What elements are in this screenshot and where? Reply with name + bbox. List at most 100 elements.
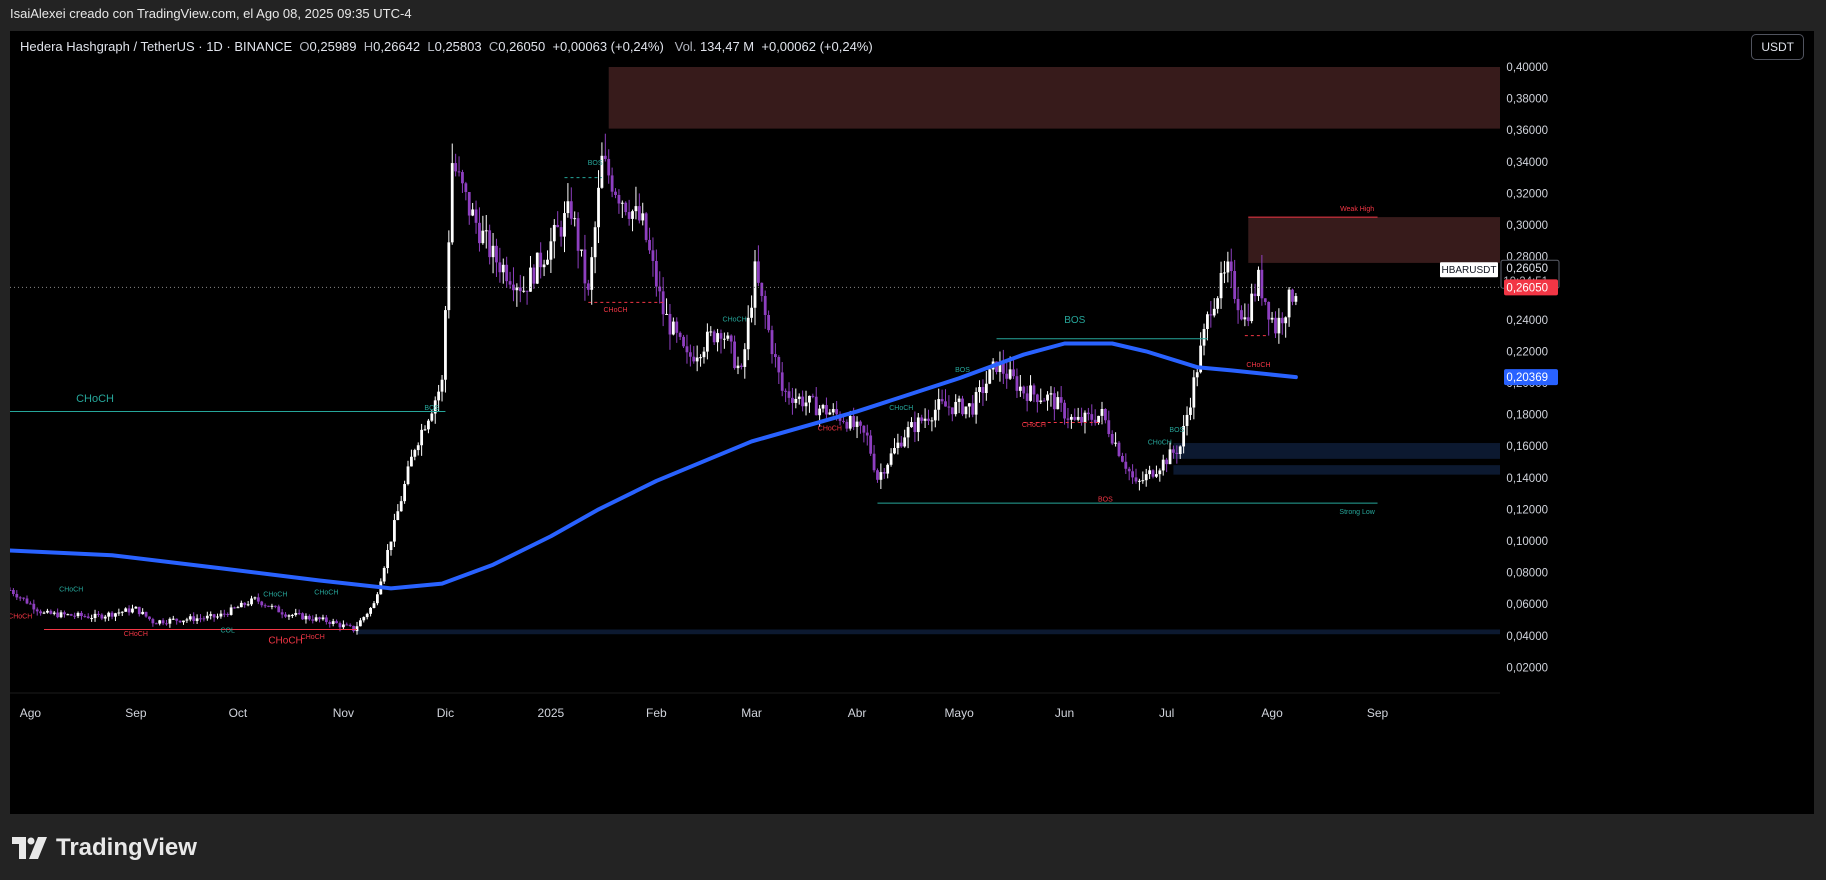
candle-body (515, 287, 519, 291)
candle (791, 387, 794, 415)
candle-body (767, 315, 771, 331)
candle (1042, 397, 1046, 402)
currency-button[interactable]: USDT (1751, 34, 1804, 60)
symbol-title[interactable]: Hedera Hashgraph / TetherUS · 1D · BINAN… (20, 39, 293, 54)
candle-body (267, 605, 270, 607)
candle-body (1209, 314, 1213, 316)
candle-body (369, 607, 372, 614)
candle-body (1155, 474, 1158, 477)
candle-body (852, 416, 856, 427)
x-tick-label: Jul (1159, 706, 1174, 720)
candle (1080, 407, 1083, 426)
volume-change-value: +0,00062 (+0,24%) (761, 39, 873, 54)
chart-panel[interactable]: CHoCH BOS Weak High Strong Low CHoCH BOS CHoCH… (10, 31, 1814, 814)
candle-body (1195, 372, 1199, 378)
candle (508, 271, 512, 289)
candle-body (801, 396, 805, 407)
candle-body (743, 349, 747, 367)
candle-body (961, 398, 964, 415)
candle (399, 495, 403, 512)
candle (1172, 445, 1175, 459)
candle (1069, 414, 1073, 429)
candle (83, 614, 87, 618)
zone-demand-3 (1173, 465, 1500, 475)
candle-body (726, 335, 730, 339)
annotation-label-14: CHoCH (1148, 440, 1172, 447)
candle (1185, 406, 1189, 436)
candle-body (229, 607, 233, 615)
price-chart[interactable]: CHoCH BOS Weak High Strong Low CHoCH BOS CHoCH… (10, 31, 1814, 814)
candle-body (831, 409, 835, 413)
candle (185, 617, 189, 623)
candle (49, 609, 53, 615)
candle-body (1124, 461, 1128, 469)
candle-body (202, 618, 206, 620)
candle-body (525, 290, 529, 292)
y-tick-label: 0,30000 (1506, 220, 1548, 232)
candle (709, 326, 713, 337)
annotation-label-11: CHoCH (818, 425, 842, 432)
candle (515, 283, 519, 307)
candle (63, 610, 66, 618)
tradingview-brand[interactable]: TradingView (12, 834, 197, 862)
candle-body (508, 281, 512, 285)
candle (348, 623, 352, 627)
candle-body (1212, 308, 1216, 316)
y-tick-label: 0,40000 (1506, 62, 1548, 74)
candle-body (22, 597, 26, 599)
candle (444, 305, 447, 393)
candle-body (937, 399, 941, 410)
candle-body (797, 396, 801, 399)
candle (855, 416, 859, 439)
candle-body (658, 286, 662, 292)
candle-body (294, 613, 298, 615)
candle (1018, 375, 1022, 397)
candle-body (903, 437, 907, 447)
candle (1260, 254, 1264, 306)
candle-body (940, 399, 944, 402)
candle-body (1144, 474, 1148, 481)
candle (944, 389, 947, 407)
candle-body (1189, 407, 1192, 415)
candle (86, 613, 90, 619)
candle-body (12, 590, 15, 594)
candle-body (967, 403, 971, 407)
candle-body (923, 418, 927, 421)
candle-body (171, 618, 175, 620)
candle-body (117, 612, 121, 614)
candle-body (76, 612, 80, 617)
candle (406, 460, 410, 486)
candle (804, 390, 808, 416)
candle-body (134, 606, 138, 609)
candle-body (260, 601, 264, 606)
candle-body (1008, 369, 1012, 379)
candle (165, 619, 168, 626)
candle (127, 605, 131, 616)
candle-body (199, 618, 202, 620)
candle (1127, 466, 1131, 481)
candle (933, 399, 937, 428)
candle (1250, 283, 1254, 324)
candle-body (212, 614, 216, 618)
candle-body (1035, 394, 1039, 403)
candle-body (825, 405, 828, 415)
candle-body (760, 282, 764, 296)
candle (624, 201, 628, 216)
y-tick-label: 0,14000 (1506, 473, 1548, 485)
candle-body (542, 264, 546, 268)
candle-body (787, 391, 791, 398)
candle-body (1168, 449, 1172, 465)
candle (702, 346, 706, 364)
candle (692, 346, 696, 364)
brand-name: TradingView (56, 834, 197, 861)
y-tick-label: 0,12000 (1506, 504, 1548, 516)
candle-body (413, 450, 417, 457)
candle (896, 433, 900, 455)
candle (495, 238, 498, 277)
candle-body (1172, 449, 1175, 453)
candle-body (1001, 362, 1005, 374)
candle (171, 615, 175, 621)
candle (484, 215, 488, 249)
candle-body (512, 284, 515, 291)
candle (1192, 370, 1196, 420)
